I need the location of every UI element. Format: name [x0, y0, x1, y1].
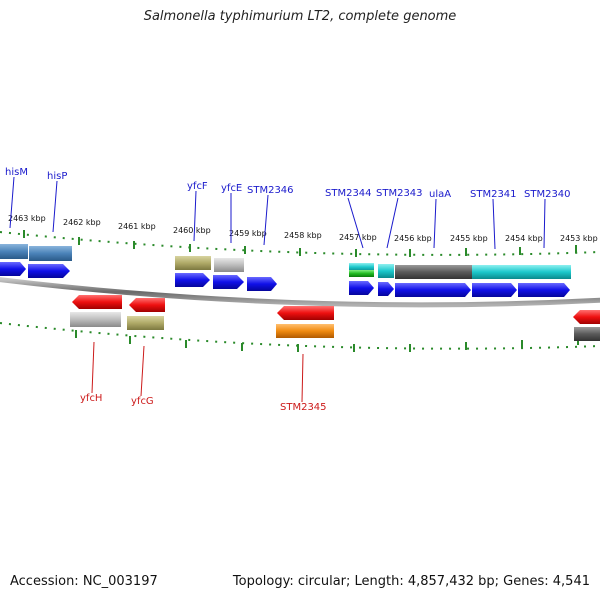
tick-label: 2456 kbp [394, 234, 432, 243]
label-leader [386, 197, 399, 249]
cds-arrow[interactable] [472, 283, 517, 297]
tick-label: 2458 kbp [284, 231, 322, 240]
cds-arrow[interactable] [247, 277, 277, 291]
label-leader [543, 198, 546, 249]
feature-block[interactable] [349, 263, 374, 271]
gene-label-yfcG[interactable]: yfcG [131, 396, 154, 407]
label-leader [91, 341, 95, 394]
label-leader [193, 190, 197, 242]
label-leader [9, 176, 15, 229]
cds-arrow[interactable] [129, 298, 165, 312]
tick-label: 2463 kbp [8, 214, 46, 223]
gene-label-STM2345[interactable]: STM2345 [280, 402, 327, 413]
cds-arrow[interactable] [28, 264, 70, 278]
cds-arrow[interactable] [395, 283, 471, 297]
accession-label: Accession: NC_003197 [10, 574, 158, 589]
gene-label-yfcF[interactable]: yfcF [187, 181, 208, 192]
gene-label-STM2346[interactable]: STM2346 [247, 185, 294, 196]
feature-block[interactable] [395, 265, 472, 279]
cds-arrow[interactable] [378, 282, 394, 296]
feature-block[interactable] [175, 256, 211, 270]
reverse-feature-track [70, 312, 600, 341]
gene-label-STM2340[interactable]: STM2340 [524, 189, 571, 200]
cds-arrow[interactable] [175, 273, 210, 287]
cds-arrow[interactable] [0, 262, 26, 276]
tick-label: 2459 kbp [229, 229, 267, 238]
gene-label-STM2344[interactable]: STM2344 [325, 188, 372, 199]
feature-block[interactable] [29, 246, 72, 261]
cds-arrow[interactable] [213, 275, 244, 289]
label-leader [140, 345, 145, 397]
label-leader [52, 180, 58, 233]
forward-feature-track [0, 244, 571, 279]
gene-label-ulaA[interactable]: ulaA [429, 189, 451, 200]
feature-block[interactable] [127, 316, 164, 330]
tick-label: 2460 kbp [173, 226, 211, 235]
label-leader [492, 198, 496, 250]
gene-label-hisM[interactable]: hisM [5, 167, 28, 178]
tick-label: 2462 kbp [63, 218, 101, 227]
tick-label: 2455 kbp [450, 234, 488, 243]
label-leader [433, 198, 437, 249]
tick-label: 2453 kbp [560, 234, 598, 243]
gene-label-STM2343[interactable]: STM2343 [376, 188, 423, 199]
feature-block[interactable] [378, 264, 394, 278]
feature-block[interactable] [349, 270, 374, 277]
cds-arrow[interactable] [518, 283, 570, 297]
cds-arrow[interactable] [573, 310, 600, 324]
gene-label-yfcE[interactable]: yfcE [221, 183, 242, 194]
feature-block[interactable] [0, 244, 28, 259]
tick-label: 2454 kbp [505, 234, 543, 243]
tick-label: 2461 kbp [118, 222, 156, 231]
forward-cds-track [0, 262, 570, 297]
gene-label-hisP[interactable]: hisP [47, 171, 67, 182]
cds-arrow[interactable] [277, 306, 334, 320]
cds-arrow[interactable] [349, 281, 374, 295]
gene-label-STM2341[interactable]: STM2341 [470, 189, 517, 200]
feature-block[interactable] [472, 265, 571, 279]
reverse-cds-track [72, 295, 600, 324]
tick-label: 2457 kbp [339, 233, 377, 242]
map-title: Salmonella typhimurium LT2, complete gen… [143, 9, 457, 24]
gene-label-yfcH[interactable]: yfcH [80, 393, 102, 404]
genome-backbone [0, 277, 600, 308]
label-leader [263, 194, 269, 246]
feature-block[interactable] [70, 312, 121, 327]
genome-summary-label: Topology: circular; Length: 4,857,432 bp… [232, 574, 590, 589]
feature-block[interactable] [214, 258, 244, 272]
feature-block[interactable] [276, 324, 334, 338]
cds-arrow[interactable] [72, 295, 122, 309]
feature-block[interactable] [574, 327, 600, 341]
label-leader [301, 353, 304, 403]
label-leader [347, 197, 364, 249]
